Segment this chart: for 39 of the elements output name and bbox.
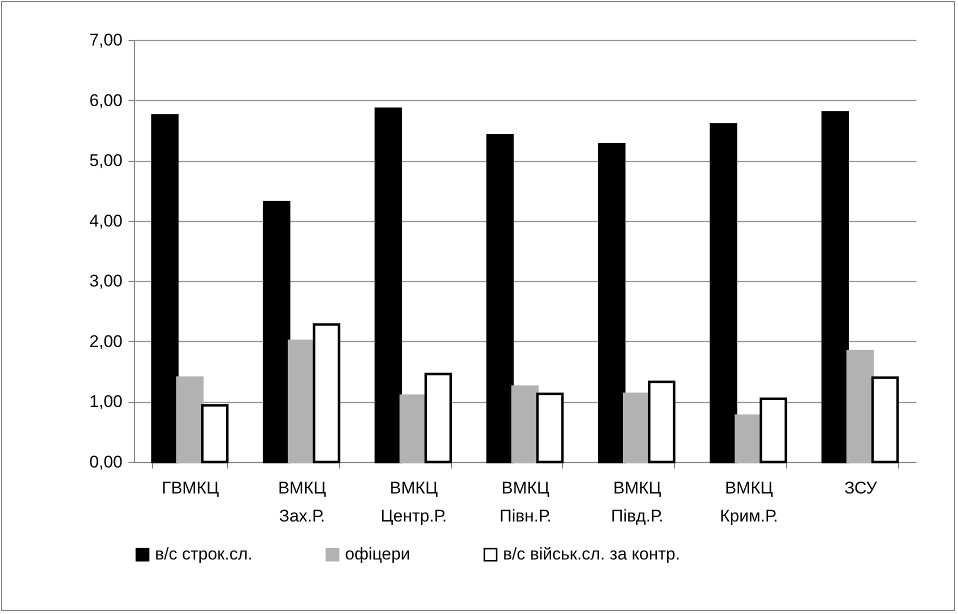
bar — [648, 380, 676, 464]
bar — [871, 376, 899, 464]
x-tick-label: ВМКЦ Зах.Р. — [278, 478, 326, 526]
bar — [374, 107, 402, 464]
bar — [511, 385, 539, 464]
bar — [710, 123, 738, 464]
bar — [400, 394, 428, 464]
bar — [622, 392, 650, 464]
bar — [151, 114, 179, 464]
bar — [486, 134, 514, 464]
bar — [424, 372, 452, 464]
y-tick-label: 1,00 — [89, 392, 122, 412]
x-tick-label: ВМКЦ Півд.Р. — [611, 478, 664, 526]
bar — [312, 323, 340, 464]
y-tick-label: 6,00 — [89, 90, 122, 110]
bar — [262, 200, 290, 464]
bar — [288, 340, 316, 464]
x-tick-label: ЗСУ — [844, 478, 878, 498]
bar — [760, 397, 788, 464]
bar — [821, 111, 849, 464]
x-tick-label: ВМКЦ Центр.Р. — [380, 478, 447, 526]
y-tick-label: 4,00 — [89, 211, 122, 230]
x-tick-label: ГВМКЦ — [162, 478, 220, 498]
legend-label: в/с строк.сл. — [155, 544, 252, 564]
y-tick-label: 7,00 — [89, 30, 122, 50]
y-tick-label: 0,00 — [89, 452, 122, 472]
bar — [201, 404, 229, 464]
bar — [536, 392, 564, 464]
y-tick-label: 5,00 — [89, 151, 122, 170]
x-tick-label: ВМКЦ Крим.Р. — [720, 478, 778, 526]
bar — [734, 414, 762, 464]
x-tick-label: ВМКЦ Півн.Р. — [500, 478, 552, 526]
bar — [846, 350, 874, 464]
legend-label: офіцери — [345, 544, 410, 564]
y-tick-label: 3,00 — [89, 272, 122, 291]
bar — [598, 143, 626, 464]
bar — [176, 376, 204, 464]
y-tick-label: 2,00 — [89, 332, 122, 351]
legend-label: в/с військ.сл. за контр. — [503, 544, 680, 564]
